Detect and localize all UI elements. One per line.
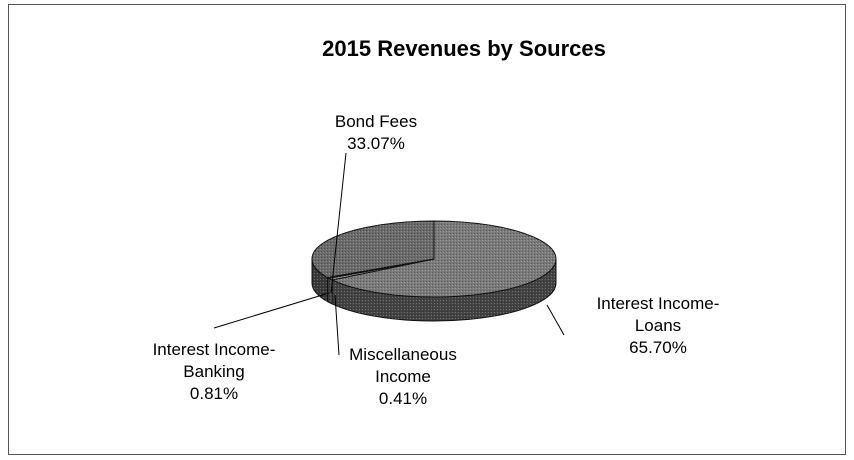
slice-name-label-2: Income	[375, 367, 431, 386]
leader-line-3	[330, 152, 347, 294]
slice-value-label-0: 65.70%	[629, 338, 687, 357]
chart-title: 2015 Revenues by Sources	[322, 36, 606, 61]
leader-lines	[213, 152, 565, 356]
chart-frame: 2015 Revenues by Sources Interest Income…	[8, 4, 846, 455]
slice-labels: Interest Income- Loans 65.70% Interest Inco…	[153, 112, 720, 408]
slice-name-label-0: Interest Income-	[597, 294, 720, 313]
slice-name-label-1: Banking	[183, 362, 244, 381]
leader-line-1	[213, 292, 330, 329]
pie-side-texture-3	[312, 259, 328, 302]
leader-line-2	[334, 294, 340, 356]
leader-line-0	[546, 304, 565, 336]
slice-value-label-2: 0.41%	[379, 389, 427, 408]
slice-name-label-1: Interest Income-	[153, 340, 276, 359]
pie-chart: 2015 Revenues by Sources Interest Income…	[153, 36, 720, 408]
slice-name-label-3: Bond Fees	[335, 112, 417, 131]
pie-slice-texture-0	[332, 221, 556, 297]
pie-slice-texture-3	[311, 221, 434, 278]
slice-value-label-1: 0.81%	[190, 384, 238, 403]
slice-name-label-0: Loans	[635, 316, 681, 335]
pie-top	[311, 220, 557, 298]
pie-side-texture-0	[332, 259, 556, 321]
slice-name-label-2: Miscellaneous	[349, 345, 457, 364]
slice-value-label-3: 33.07%	[347, 134, 405, 153]
